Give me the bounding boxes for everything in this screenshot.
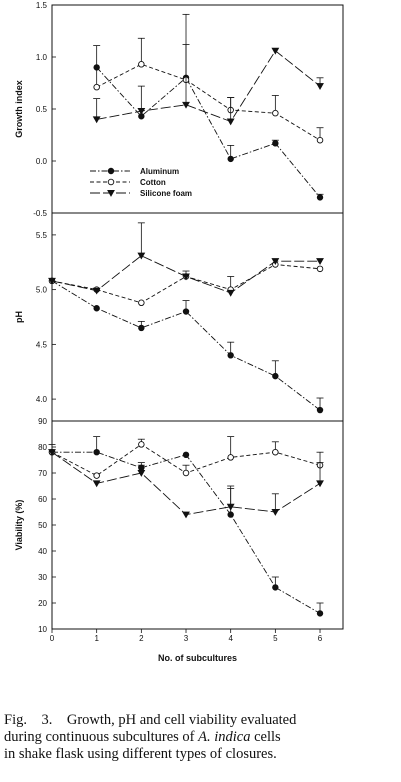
figure-chart: 1.5 1.0 0.5 0.0 -0.5 Growth index 5.5 5.0 4.5 4.0… <box>14 1 344 663</box>
data-point-cotton <box>93 472 100 479</box>
data-point-silicone-foam <box>137 108 146 115</box>
panel-2-ytick-label: 20 <box>38 599 47 608</box>
panel-1-ytick-label: 4.5 <box>36 340 48 349</box>
panel-0-ytick-label: 0.5 <box>36 105 48 114</box>
data-point-cotton <box>182 469 190 477</box>
legend-marker <box>107 189 115 197</box>
data-point-silicone-foam <box>48 277 56 285</box>
series-line-aluminum <box>52 451 321 614</box>
panel-1-ytick-label: 5.5 <box>36 231 48 240</box>
legend-label: Silicone foam <box>140 189 192 198</box>
data-point-silicone-foam <box>48 449 56 457</box>
panel-0-ytick-label: -0.5 <box>33 209 47 218</box>
x-tick-label: 0 <box>50 634 55 643</box>
series-line-cotton <box>51 264 321 304</box>
x-tick-label: 3 <box>184 634 189 643</box>
x-tick-label: 1 <box>94 634 99 643</box>
data-point-silicone-foam <box>316 258 324 266</box>
data-point-silicone-foam <box>182 511 190 519</box>
x-tick-label: 2 <box>139 634 144 643</box>
panel-2-ytick-label: 30 <box>38 573 47 582</box>
data-point-aluminum <box>272 140 279 147</box>
panel-2-ytick-label: 90 <box>38 417 47 426</box>
legend-label: Aluminum <box>140 167 179 176</box>
panel-1-ytick-label: 5.0 <box>36 286 48 295</box>
data-point-silicone-foam <box>137 252 146 260</box>
data-point-silicone-foam <box>316 480 324 488</box>
data-point-silicone-foam <box>182 273 190 281</box>
panel-1-ytick-label: 4.0 <box>36 395 48 404</box>
data-point-aluminum <box>227 352 234 359</box>
panel-2-ytick-label: 80 <box>38 443 47 452</box>
panel-1-frame <box>51 212 344 422</box>
panel-2-ylabel: Viability (%) <box>14 500 24 551</box>
data-point-silicone-foam <box>92 116 101 124</box>
data-point-aluminum <box>93 449 100 456</box>
data-point-silicone-foam <box>92 287 101 295</box>
data-point-cotton <box>138 61 145 68</box>
caption-text: Fig. 3. Growth, pH and cell viability ev… <box>4 712 297 728</box>
data-point-silicone-foam <box>92 480 101 488</box>
data-point-aluminum <box>272 584 279 591</box>
data-point-aluminum <box>182 308 190 315</box>
data-point-aluminum <box>138 324 145 332</box>
series-line-silicone-foam <box>96 50 321 123</box>
x-tick-label: 4 <box>228 634 233 643</box>
data-point-silicone-foam <box>226 289 235 297</box>
panel-2-ytick-label: 60 <box>38 495 47 504</box>
panel-2-ytick-label: 40 <box>38 547 47 556</box>
panel-1-ylabel: pH <box>14 311 24 323</box>
data-point-cotton <box>316 265 324 273</box>
caption-text: cells <box>250 729 281 745</box>
data-point-aluminum <box>227 511 234 518</box>
data-point-aluminum <box>316 406 324 414</box>
data-point-silicone-foam <box>271 258 280 266</box>
legend-marker <box>107 178 115 186</box>
data-point-aluminum <box>272 372 279 380</box>
data-point-silicone-foam <box>226 118 235 126</box>
data-point-aluminum <box>182 451 190 458</box>
data-point-cotton <box>272 448 279 456</box>
panel-0-frame <box>51 4 344 214</box>
data-point-aluminum <box>227 155 234 163</box>
panel-0-ytick-label: 1.5 <box>36 1 48 10</box>
data-point-silicone-foam <box>271 508 280 516</box>
series-line-silicone-foam <box>51 451 321 516</box>
caption-text: during continuous subcultures of <box>4 729 199 745</box>
caption-text: in shake flask using different types of … <box>4 746 277 762</box>
data-point-cotton <box>316 136 324 144</box>
caption-species-name: A. indica <box>198 729 251 745</box>
figure-caption: Fig. 3. Growth, pH and cell viability ev… <box>4 712 397 763</box>
x-tick-label: 6 <box>318 634 323 643</box>
data-point-cotton <box>138 299 145 307</box>
panel-2-ytick-label: 70 <box>38 469 47 478</box>
panel-2-ytick-label: 10 <box>38 625 47 634</box>
data-point-cotton <box>227 454 234 461</box>
panel-0-ytick-label: 0.0 <box>36 157 48 166</box>
data-point-cotton <box>138 441 145 448</box>
x-axis-label: No. of subcultures <box>158 653 237 663</box>
legend-marker <box>107 167 115 175</box>
data-point-silicone-foam <box>182 101 190 109</box>
data-point-silicone-foam <box>271 47 280 55</box>
data-point-aluminum <box>93 305 100 312</box>
x-tick-label: 5 <box>273 634 278 643</box>
panel-0-ylabel: Growth index <box>14 80 24 138</box>
series-line-aluminum <box>96 67 321 198</box>
data-point-aluminum <box>316 194 324 201</box>
series-line-cotton <box>96 63 321 141</box>
data-point-cotton <box>93 83 100 91</box>
data-point-silicone-foam <box>226 503 235 511</box>
panel-2-ytick-label: 50 <box>38 521 47 530</box>
panel-0-ytick-label: 1.0 <box>36 53 48 62</box>
data-point-cotton <box>272 109 279 117</box>
data-point-silicone-foam <box>137 469 146 477</box>
data-point-aluminum <box>316 610 324 617</box>
data-point-silicone-foam <box>316 83 324 90</box>
legend-label: Cotton <box>140 178 166 187</box>
